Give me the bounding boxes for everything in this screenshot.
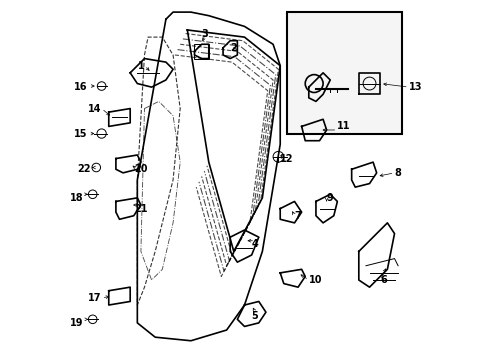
- Text: 12: 12: [280, 154, 293, 163]
- Text: 4: 4: [251, 239, 258, 249]
- Text: 3: 3: [201, 28, 208, 39]
- Text: 11: 11: [337, 121, 350, 131]
- Text: 21: 21: [134, 203, 147, 213]
- Text: 2: 2: [230, 43, 237, 53]
- Text: 22: 22: [77, 164, 91, 174]
- Text: 7: 7: [294, 211, 301, 221]
- Text: 9: 9: [326, 193, 333, 203]
- Text: 6: 6: [380, 275, 386, 285]
- Text: 20: 20: [134, 164, 147, 174]
- Bar: [287, 12, 401, 134]
- Text: 10: 10: [308, 275, 322, 285]
- Bar: [194, 44, 208, 59]
- Text: 8: 8: [394, 168, 401, 178]
- Text: 15: 15: [74, 129, 87, 139]
- Text: 1: 1: [138, 61, 144, 71]
- Text: 17: 17: [88, 293, 102, 303]
- Text: 13: 13: [408, 82, 422, 92]
- Text: 5: 5: [251, 311, 258, 321]
- Text: 16: 16: [74, 82, 87, 92]
- Text: 18: 18: [70, 193, 83, 203]
- Text: 14: 14: [88, 104, 102, 113]
- Text: 19: 19: [70, 318, 83, 328]
